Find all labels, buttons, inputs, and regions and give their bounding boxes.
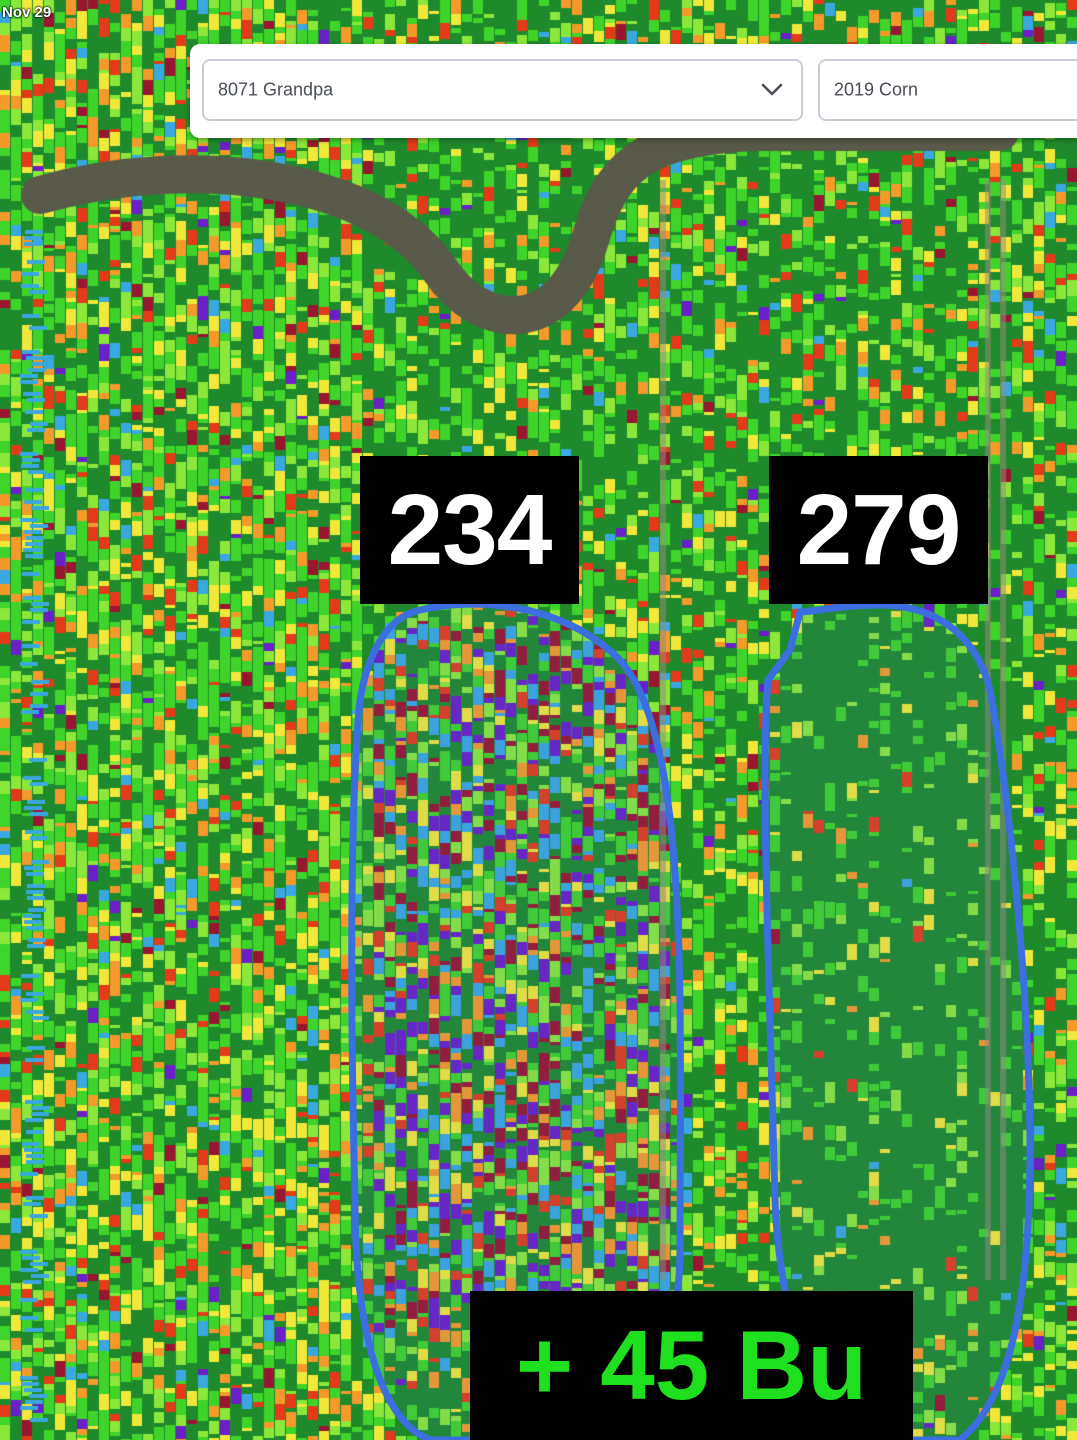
season-select-value: 2019 Corn — [834, 79, 919, 100]
field-select[interactable]: 8071 Grandpa — [202, 59, 803, 121]
chevron-down-icon — [761, 83, 783, 96]
field-toolbar: 8071 Grandpa 2019 Corn — [190, 44, 1077, 138]
season-select[interactable]: 2019 Corn — [818, 59, 1077, 121]
field-select-value: 8071 Grandpa — [218, 79, 334, 100]
yield-difference-label: + 45 Bu — [470, 1291, 913, 1440]
right-zone-yield-label: 279 — [769, 456, 988, 604]
left-zone-yield-label: 234 — [360, 456, 579, 604]
date-stamp: Nov 29 — [2, 4, 52, 21]
